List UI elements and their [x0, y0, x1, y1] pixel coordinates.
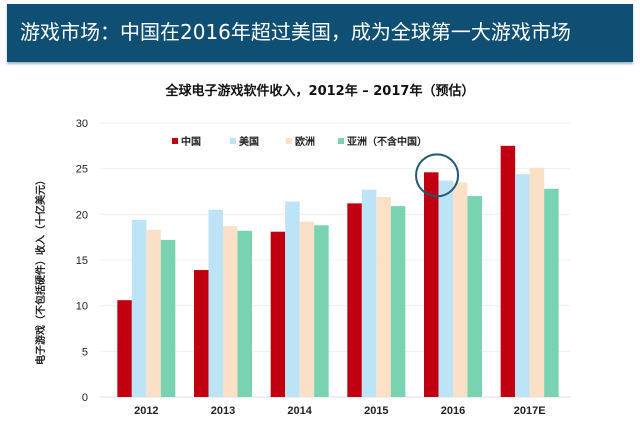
x-tick-label: 2014: [287, 405, 312, 417]
bar-2016-1: [438, 180, 453, 397]
bar-2017E-3: [544, 188, 559, 397]
bar-2015-3: [390, 206, 406, 397]
bar-2013-1: [208, 209, 223, 397]
bar-2016-2: [453, 182, 468, 397]
bar-2014-1: [285, 201, 300, 397]
y-tick-label: 20: [76, 209, 88, 221]
y-axis-label: 电子游戏（不包括硬件）收入（十亿美元）: [34, 175, 47, 365]
y-tick-label: 15: [76, 255, 88, 267]
bar-2013-2: [223, 226, 238, 397]
legend-label: 亚洲（不含中国）: [347, 135, 427, 148]
legend-label: 欧洲: [295, 135, 315, 148]
x-tick-label: 2015: [364, 405, 388, 417]
bar-2016-0: [424, 172, 439, 397]
legend-swatch: [338, 138, 344, 144]
bar-2013-0: [194, 270, 209, 397]
x-tick-label: 2016: [441, 405, 465, 417]
chart-title: 全球电子游戏软件收入，2012年 – 2017年（预估）: [165, 84, 475, 99]
bar-2017E-0: [500, 145, 516, 397]
legend-label: 美国: [239, 135, 259, 148]
legend-label: 中国: [181, 135, 201, 148]
header-banner: 游戏市场：中国在2016年超过美国，成为全球第一大游戏市场: [7, 4, 633, 62]
legend-swatch: [286, 138, 292, 144]
bar-2017E-2: [529, 167, 545, 397]
y-tick-label: 5: [82, 346, 88, 358]
y-tick-label: 10: [76, 301, 88, 313]
x-tick-label: 2017E: [514, 405, 546, 417]
bar-2015-1: [361, 189, 377, 397]
bar-2017E-1: [515, 174, 530, 397]
x-tick-label: 2012: [134, 405, 158, 417]
header-title: 游戏市场：中国在2016年超过美国，成为全球第一大游戏市场: [20, 20, 571, 44]
legend-swatch: [230, 138, 236, 144]
bar-2012-2: [146, 229, 161, 397]
bar-2012-3: [160, 239, 176, 397]
annotation-circle: [415, 153, 460, 198]
bar-2012-0: [117, 300, 132, 397]
bar-2016-3: [467, 196, 482, 397]
bar-2015-2: [376, 196, 391, 397]
legend-swatch: [172, 138, 178, 144]
bar-2015-0: [347, 203, 362, 397]
y-tick-label: 0: [82, 392, 88, 404]
y-tick-label: 25: [76, 164, 88, 176]
bar-2014-0: [270, 231, 286, 397]
bar-2014-2: [299, 221, 315, 397]
x-tick-label: 2013: [211, 405, 235, 417]
bar-2013-3: [237, 230, 252, 397]
bar-2014-3: [314, 225, 329, 397]
y-tick-label: 30: [76, 118, 88, 130]
bar-2012-1: [131, 219, 147, 397]
